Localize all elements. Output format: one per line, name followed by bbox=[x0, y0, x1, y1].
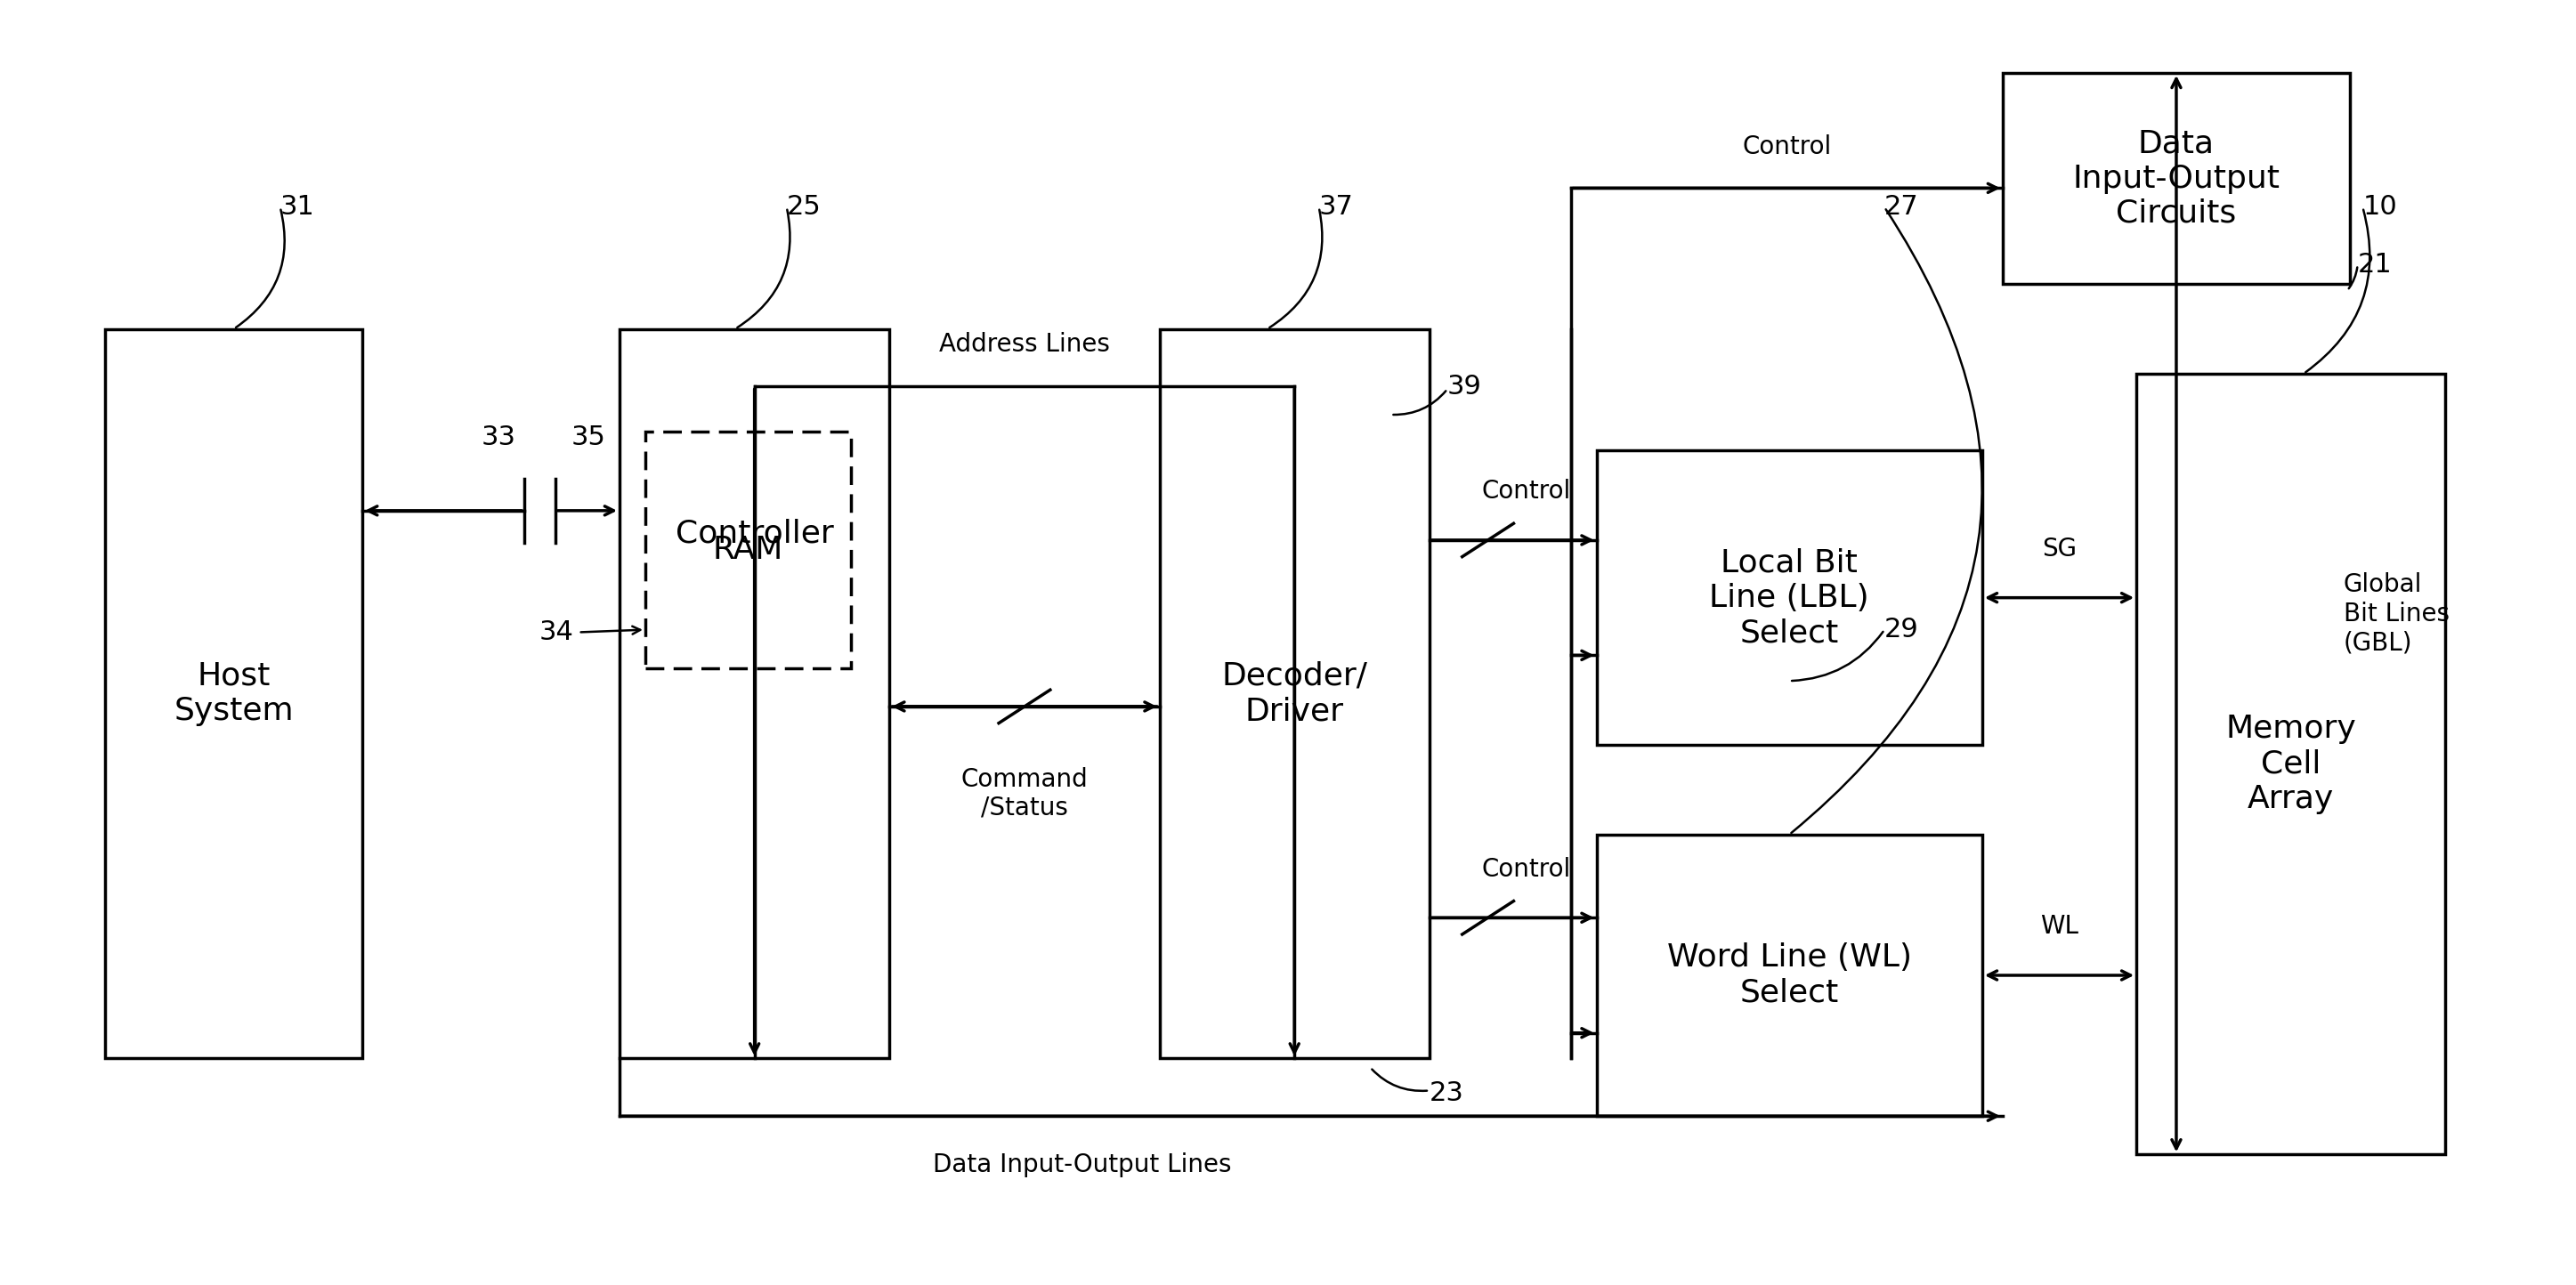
Text: Word Line (WL)
Select: Word Line (WL) Select bbox=[1667, 943, 1911, 1007]
Text: Data Input-Output Lines: Data Input-Output Lines bbox=[933, 1153, 1231, 1177]
Text: 27: 27 bbox=[1886, 194, 1919, 220]
Text: 21: 21 bbox=[2357, 252, 2393, 278]
Text: SG: SG bbox=[2043, 537, 2076, 562]
Bar bbox=[2136, 374, 2445, 1154]
Text: Controller: Controller bbox=[675, 518, 835, 549]
Text: Control: Control bbox=[1741, 135, 1832, 159]
Text: Global
Bit Lines
(GBL): Global Bit Lines (GBL) bbox=[2344, 572, 2450, 655]
Text: Host
System: Host System bbox=[175, 660, 294, 726]
Text: 31: 31 bbox=[281, 194, 314, 220]
Text: 34: 34 bbox=[538, 619, 574, 645]
Text: Decoder/
Driver: Decoder/ Driver bbox=[1221, 660, 1368, 726]
Text: 37: 37 bbox=[1319, 194, 1352, 220]
Text: Control: Control bbox=[1481, 857, 1571, 882]
Text: 23: 23 bbox=[1430, 1081, 1463, 1106]
Text: WL: WL bbox=[2040, 914, 2079, 939]
Bar bbox=[644, 432, 850, 668]
Text: Data
Input-Output
Circuits: Data Input-Output Circuits bbox=[2074, 128, 2280, 229]
Text: Local Bit
Line (LBL)
Select: Local Bit Line (LBL) Select bbox=[1710, 547, 1870, 648]
Bar bbox=[1597, 451, 1981, 745]
Bar bbox=[1597, 834, 1981, 1117]
Bar bbox=[618, 329, 889, 1059]
Text: 25: 25 bbox=[786, 194, 822, 220]
Text: 10: 10 bbox=[2362, 194, 2398, 220]
Text: Memory
Cell
Array: Memory Cell Array bbox=[2226, 714, 2357, 815]
Text: 33: 33 bbox=[482, 425, 515, 451]
Text: Control: Control bbox=[1481, 479, 1571, 504]
Bar bbox=[2002, 73, 2349, 284]
Text: 39: 39 bbox=[1448, 374, 1481, 400]
Bar bbox=[106, 329, 363, 1059]
Text: 29: 29 bbox=[1886, 617, 1919, 642]
Text: Address Lines: Address Lines bbox=[940, 332, 1110, 357]
Text: Command
/Status: Command /Status bbox=[961, 767, 1087, 820]
Text: 35: 35 bbox=[572, 425, 605, 451]
Bar bbox=[1159, 329, 1430, 1059]
Text: RAM: RAM bbox=[714, 535, 783, 565]
